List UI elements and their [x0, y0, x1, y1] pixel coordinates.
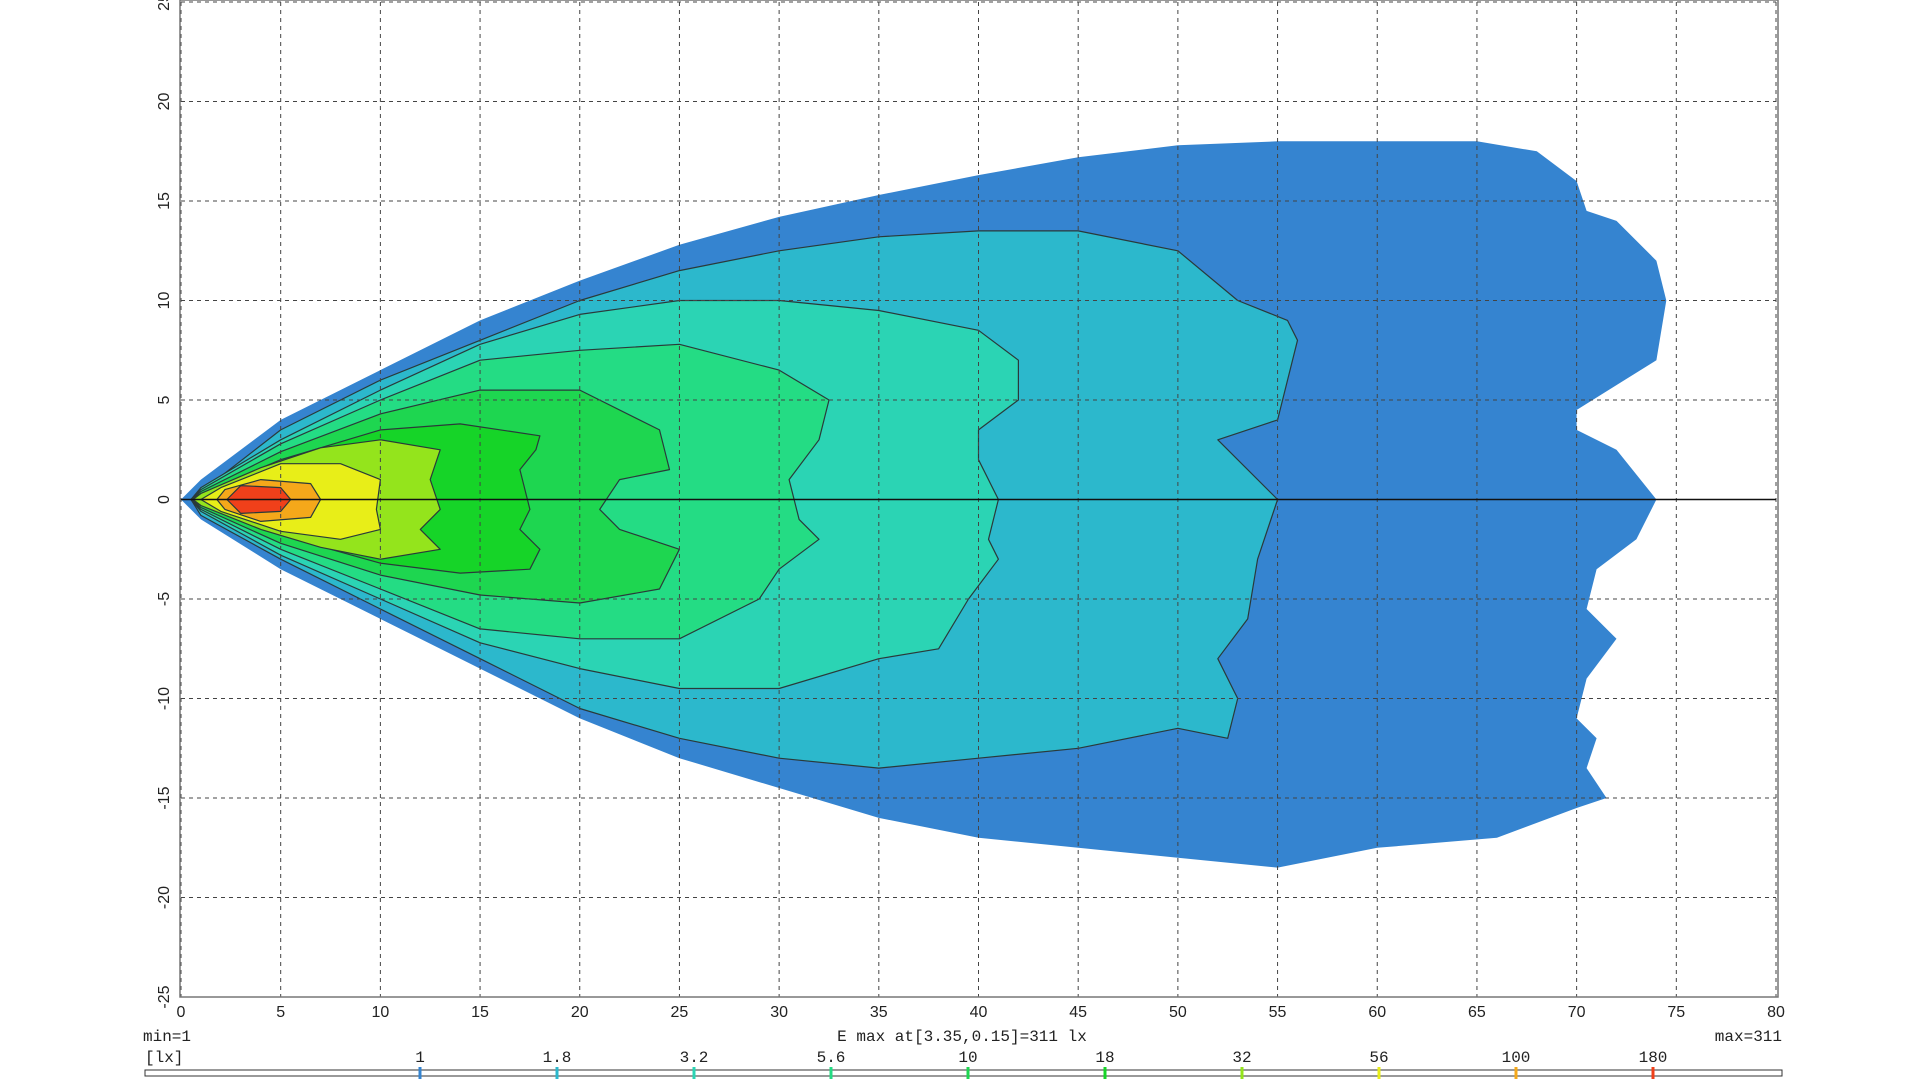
y-tick-label: 20	[156, 93, 173, 111]
y-tick-label: 5	[156, 395, 173, 404]
legend-bar	[144, 1069, 1783, 1077]
legend-label: 1.8	[543, 1049, 572, 1067]
y-tick-label: -20	[156, 886, 173, 909]
x-tick-label: 55	[1269, 1004, 1287, 1021]
x-tick-label: 60	[1368, 1004, 1386, 1021]
x-tick-label: 15	[471, 1004, 489, 1021]
max-info: E max at[3.35,0.15]=311 lx	[837, 1028, 1087, 1046]
legend-label: 56	[1369, 1049, 1388, 1067]
plot-area: 0 5 10 15 20 25 30 35 40 45 50 55 60 65 70 75 80-25-20-1…	[156, 0, 1785, 1021]
legend-label: 3.2	[680, 1049, 709, 1067]
legend-label: 180	[1639, 1049, 1668, 1067]
y-tick-label: -5	[156, 592, 173, 606]
x-tick-label: 45	[1069, 1004, 1087, 1021]
x-tick-label: 0	[177, 1004, 186, 1021]
x-tick-label: 25	[671, 1004, 689, 1021]
x-tick-label: 50	[1169, 1004, 1187, 1021]
max-label: max=311	[1715, 1028, 1782, 1046]
y-tick-label: 25	[156, 0, 173, 11]
min-label: min=1	[143, 1028, 191, 1046]
legend-label: 1	[415, 1049, 425, 1067]
x-tick-label: 35	[870, 1004, 888, 1021]
legend-label: 18	[1095, 1049, 1114, 1067]
x-tick-label: 5	[276, 1004, 285, 1021]
y-tick-label: 10	[156, 292, 173, 310]
x-tick-label: 20	[571, 1004, 589, 1021]
legend-label: 5.6	[817, 1049, 846, 1067]
y-tick-label: 15	[156, 192, 173, 210]
legend-label: 10	[958, 1049, 977, 1067]
y-tick-label: -25	[156, 985, 173, 1008]
x-tick-label: 10	[371, 1004, 389, 1021]
x-tick-label: 75	[1667, 1004, 1685, 1021]
legend-label: 100	[1502, 1049, 1531, 1067]
x-tick-label: 70	[1568, 1004, 1586, 1021]
unit-label: [lx]	[145, 1049, 183, 1067]
x-tick-label: 40	[970, 1004, 988, 1021]
y-tick-label: -10	[156, 687, 173, 710]
plot-frame	[179, 0, 1779, 998]
legend-label: 32	[1232, 1049, 1251, 1067]
legend: 1 1.8 3.2 5.6 10 18 32 56 100 180	[415, 1049, 1667, 1079]
y-tick-label: -15	[156, 786, 173, 809]
x-tick-label: 65	[1468, 1004, 1486, 1021]
x-tick-label: 80	[1767, 1004, 1785, 1021]
x-tick-label: 30	[770, 1004, 788, 1021]
y-tick-label: 0	[156, 495, 173, 504]
